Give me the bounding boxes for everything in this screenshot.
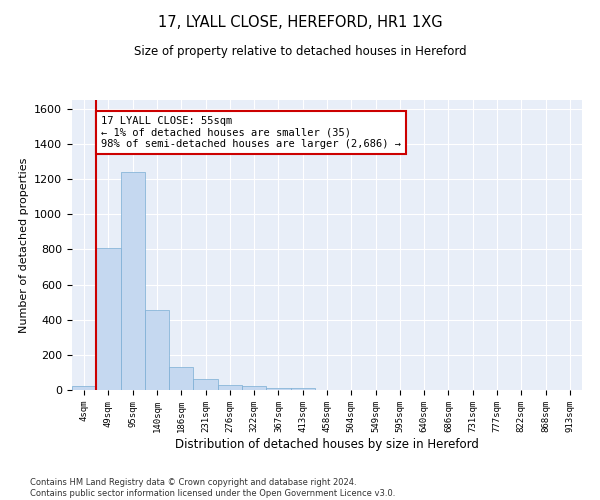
Bar	[193, 380, 218, 390]
Text: 17, LYALL CLOSE, HEREFORD, HR1 1XG: 17, LYALL CLOSE, HEREFORD, HR1 1XG	[158, 15, 442, 30]
Text: Contains HM Land Registry data © Crown copyright and database right 2024.
Contai: Contains HM Land Registry data © Crown c…	[30, 478, 395, 498]
Bar	[145, 310, 169, 390]
Bar	[169, 367, 193, 390]
Y-axis label: Number of detached properties: Number of detached properties	[19, 158, 29, 332]
Bar	[266, 388, 290, 390]
Bar	[242, 386, 266, 390]
Bar	[218, 386, 242, 390]
Text: 17 LYALL CLOSE: 55sqm
← 1% of detached houses are smaller (35)
98% of semi-detac: 17 LYALL CLOSE: 55sqm ← 1% of detached h…	[101, 116, 401, 149]
Bar	[96, 248, 121, 390]
Text: Size of property relative to detached houses in Hereford: Size of property relative to detached ho…	[134, 45, 466, 58]
Bar	[121, 172, 145, 390]
Bar	[72, 386, 96, 390]
X-axis label: Distribution of detached houses by size in Hereford: Distribution of detached houses by size …	[175, 438, 479, 450]
Bar	[290, 388, 315, 390]
